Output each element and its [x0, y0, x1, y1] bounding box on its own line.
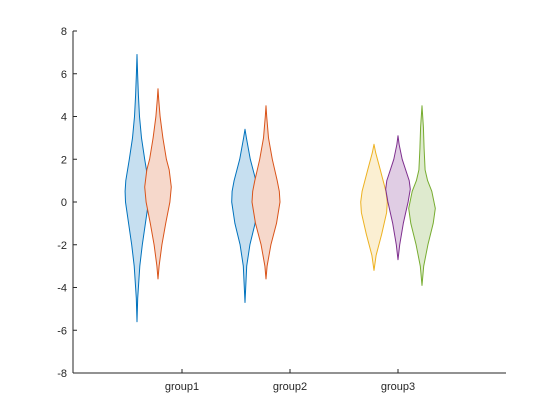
violin-layer [124, 54, 436, 323]
violin-group1-1 [124, 54, 150, 323]
x-tick-label-group2: group2 [273, 381, 307, 393]
y-tick-label: 0 [61, 197, 67, 209]
y-tick-label: -6 [57, 325, 67, 337]
violin-group2-1 [231, 128, 259, 303]
x-ticks: group1 group2 group3 [165, 369, 415, 393]
y-tick-label: 2 [61, 154, 67, 166]
y-tick-label: -2 [57, 240, 67, 252]
y-tick-label: 8 [61, 26, 67, 38]
violin-group3-3 [408, 105, 436, 286]
y-tick-label: 4 [61, 112, 67, 124]
violin-group3-1 [360, 143, 388, 271]
y-ticks: -8 -6 -4 -2 0 2 4 6 8 [57, 26, 77, 380]
y-tick-label: 6 [61, 69, 67, 81]
violin-group3-2 [385, 135, 411, 261]
x-tick-label-group1: group1 [165, 381, 199, 393]
x-tick-label-group3: group3 [381, 381, 415, 393]
violin-group1-2 [144, 88, 172, 280]
y-tick-label: -8 [57, 368, 67, 380]
y-tick-label: -4 [57, 283, 67, 295]
violin-group2-2 [251, 105, 281, 280]
